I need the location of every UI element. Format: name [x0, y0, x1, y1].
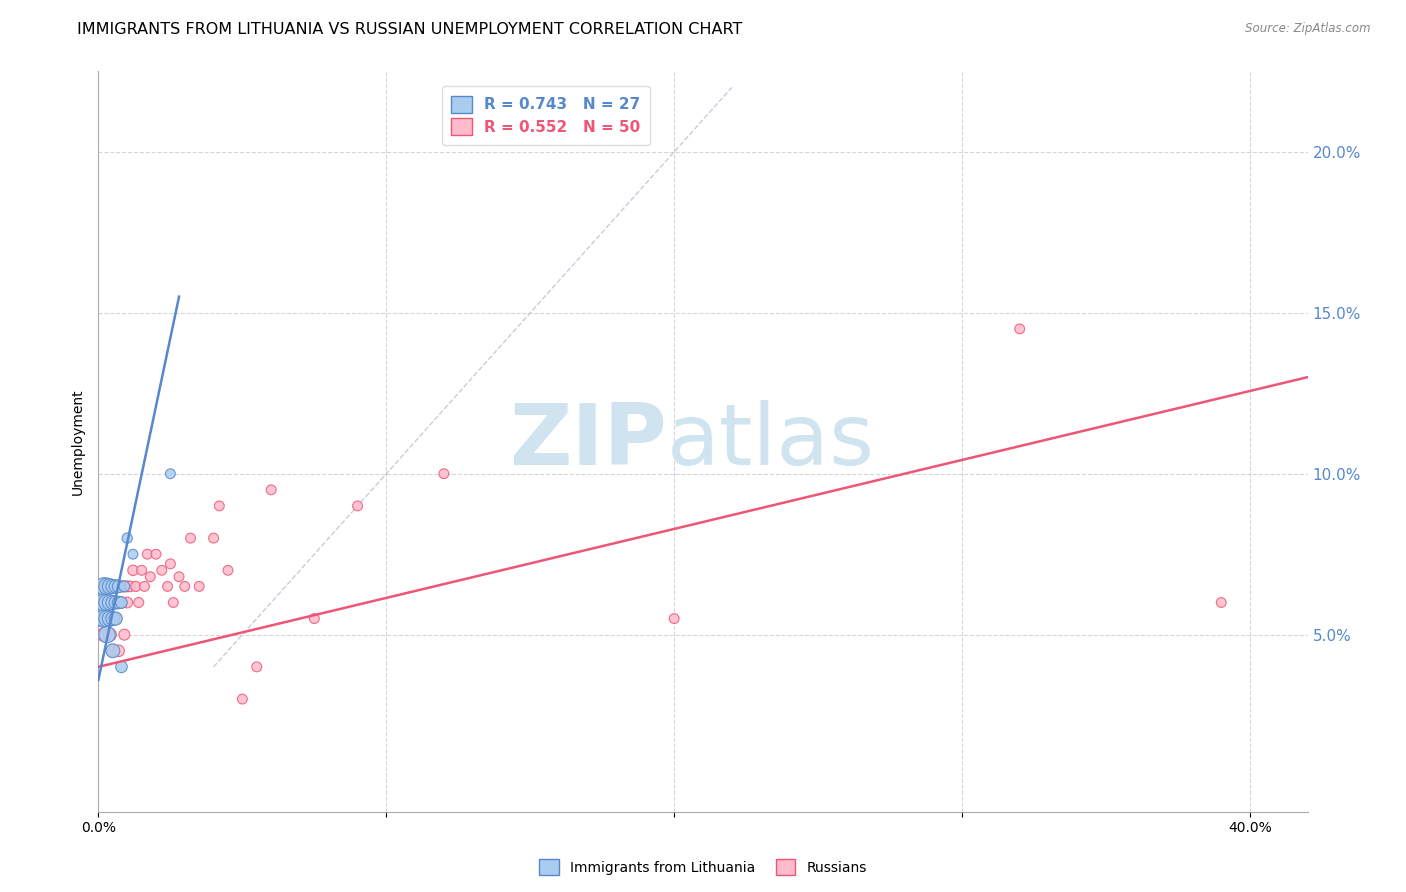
Point	[156, 579, 179, 593]
Legend: Immigrants from Lithuania, Russians: Immigrants from Lithuania, Russians	[534, 854, 872, 880]
Point	[664, 611, 686, 625]
Point	[188, 579, 211, 593]
Point	[145, 547, 167, 561]
Point	[101, 611, 124, 625]
Point	[1211, 595, 1233, 609]
Point	[107, 644, 129, 658]
Point	[110, 595, 132, 609]
Point	[115, 595, 138, 609]
Point	[104, 611, 127, 625]
Point	[96, 628, 118, 642]
Point	[90, 611, 112, 625]
Point	[139, 570, 162, 584]
Point	[110, 660, 132, 674]
Point	[93, 628, 115, 642]
Text: Source: ZipAtlas.com: Source: ZipAtlas.com	[1246, 22, 1371, 36]
Point	[96, 579, 118, 593]
Point	[98, 579, 121, 593]
Point	[107, 595, 129, 609]
Point	[125, 579, 148, 593]
Point	[93, 611, 115, 625]
Point	[98, 611, 121, 625]
Point	[136, 547, 159, 561]
Point	[93, 579, 115, 593]
Text: ZIP: ZIP	[509, 400, 666, 483]
Text: atlas: atlas	[666, 400, 875, 483]
Point	[246, 660, 269, 674]
Point	[93, 595, 115, 609]
Point	[128, 595, 150, 609]
Point	[110, 595, 132, 609]
Point	[96, 595, 118, 609]
Point	[96, 611, 118, 625]
Point	[96, 611, 118, 625]
Point	[231, 692, 253, 706]
Point	[93, 595, 115, 609]
Point	[112, 628, 135, 642]
Point	[110, 579, 132, 593]
Point	[202, 531, 225, 545]
Point	[98, 595, 121, 609]
Point	[96, 595, 118, 609]
Point	[134, 579, 156, 593]
Point	[107, 579, 129, 593]
Point	[162, 595, 184, 609]
Point	[217, 563, 239, 577]
Point	[104, 579, 127, 593]
Point	[122, 563, 145, 577]
Point	[433, 467, 456, 481]
Point	[173, 579, 195, 593]
Point	[98, 595, 121, 609]
Point	[104, 611, 127, 625]
Point	[159, 557, 181, 571]
Point	[112, 579, 135, 593]
Point	[260, 483, 283, 497]
Point	[304, 611, 326, 625]
Point	[107, 595, 129, 609]
Point	[101, 644, 124, 658]
Point	[150, 563, 173, 577]
Point	[115, 531, 138, 545]
Y-axis label: Unemployment: Unemployment	[70, 388, 84, 495]
Point	[112, 579, 135, 593]
Legend: R = 0.743   N = 27, R = 0.552   N = 50: R = 0.743 N = 27, R = 0.552 N = 50	[441, 87, 650, 145]
Point	[104, 595, 127, 609]
Point	[208, 499, 231, 513]
Point	[101, 644, 124, 658]
Point	[159, 467, 181, 481]
Point	[167, 570, 190, 584]
Point	[346, 499, 368, 513]
Point	[120, 579, 142, 593]
Point	[96, 579, 118, 593]
Point	[131, 563, 153, 577]
Point	[101, 595, 124, 609]
Point	[90, 595, 112, 609]
Point	[101, 579, 124, 593]
Point	[122, 547, 145, 561]
Point	[1008, 322, 1031, 336]
Point	[101, 579, 124, 593]
Point	[101, 595, 124, 609]
Point	[93, 611, 115, 625]
Point	[115, 579, 138, 593]
Point	[180, 531, 202, 545]
Text: IMMIGRANTS FROM LITHUANIA VS RUSSIAN UNEMPLOYMENT CORRELATION CHART: IMMIGRANTS FROM LITHUANIA VS RUSSIAN UNE…	[77, 22, 742, 37]
Point	[98, 628, 121, 642]
Point	[104, 579, 127, 593]
